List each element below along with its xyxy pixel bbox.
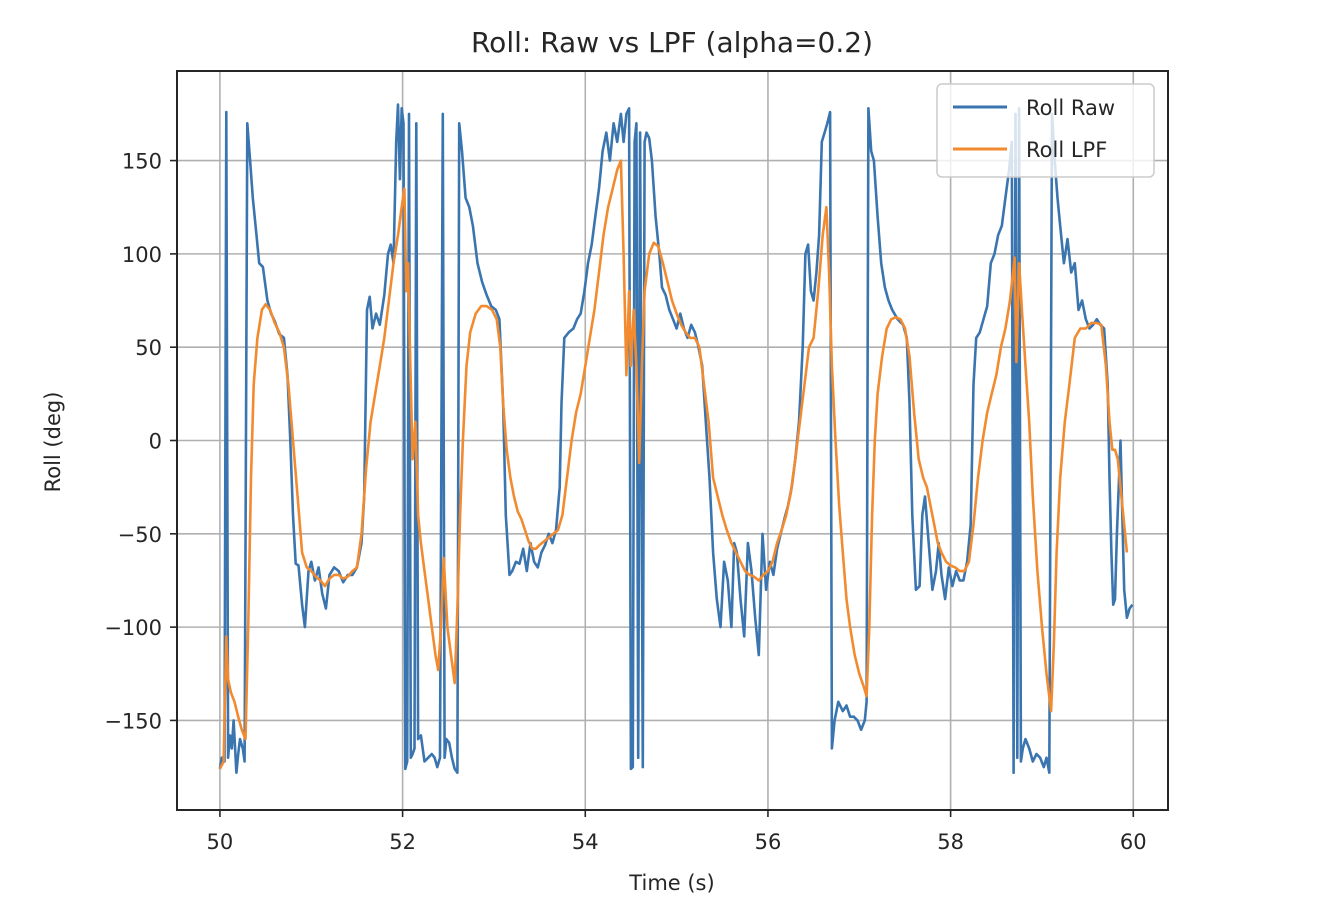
y-tick-label: −150: [104, 709, 162, 733]
x-axis-label: Time (s): [628, 871, 714, 895]
x-tick-label: 54: [572, 830, 599, 854]
series-line-roll-raw: [218, 103, 1134, 774]
y-tick-label: −100: [104, 616, 162, 640]
series-layer: [218, 103, 1134, 774]
chart-title: Roll: Raw vs LPF (alpha=0.2): [471, 26, 873, 59]
x-tick-label: 52: [389, 830, 416, 854]
y-tick-label: 100: [122, 243, 162, 267]
y-axis-ticks: −150 −100 −50 0 50 100 150: [104, 150, 177, 733]
y-axis-label: Roll (deg): [41, 392, 65, 493]
y-tick-label: 50: [135, 336, 162, 360]
legend-label-roll-lpf: Roll LPF: [1026, 138, 1107, 162]
y-tick-label: 150: [122, 150, 162, 174]
y-tick-label: −50: [118, 523, 162, 547]
x-axis-ticks: 50 52 54 56 58 60: [207, 810, 1147, 854]
legend-label-roll-raw: Roll Raw: [1026, 96, 1115, 120]
x-tick-label: 60: [1120, 830, 1147, 854]
series-line-roll-lpf: [218, 159, 1129, 770]
x-tick-label: 50: [207, 830, 234, 854]
x-tick-label: 56: [755, 830, 782, 854]
y-tick-label: 0: [149, 430, 162, 454]
legend: Roll Raw Roll LPF: [936, 83, 1155, 178]
x-tick-label: 58: [937, 830, 964, 854]
